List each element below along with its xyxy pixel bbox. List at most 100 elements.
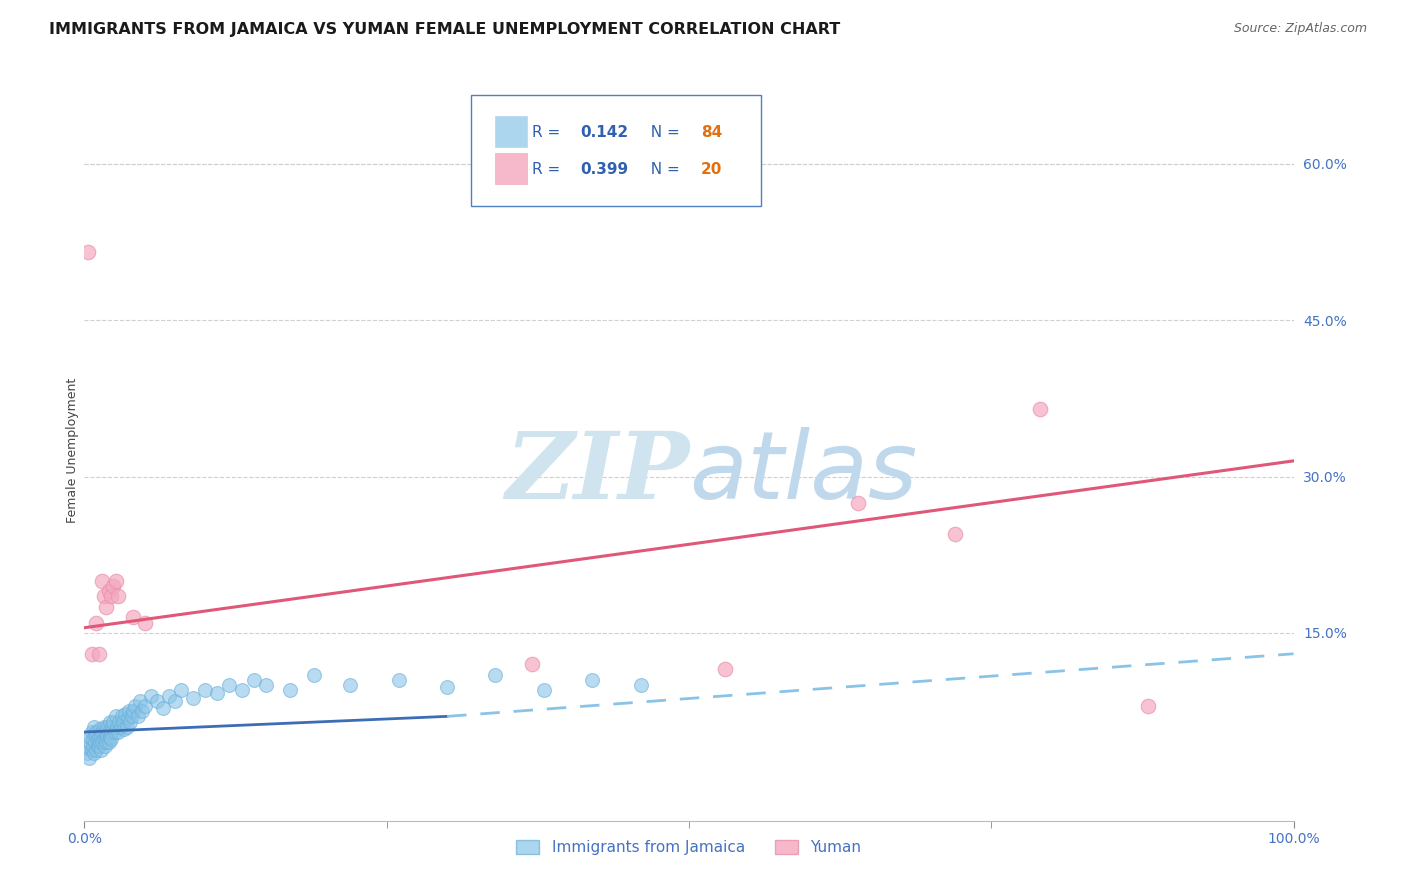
Point — [86, 739, 108, 753]
Point — [117, 711, 139, 725]
Text: R =: R = — [531, 161, 569, 177]
Point — [80, 647, 103, 661]
Point — [98, 730, 121, 744]
Point — [97, 735, 120, 749]
Point — [86, 725, 108, 739]
Point — [77, 245, 100, 260]
Point — [94, 599, 117, 614]
Point — [83, 746, 105, 760]
Point — [484, 667, 506, 681]
Point — [436, 680, 458, 694]
Point — [218, 678, 240, 692]
Point — [101, 720, 124, 734]
Point — [254, 678, 277, 692]
Point — [96, 720, 118, 734]
Point — [86, 732, 108, 747]
Point — [339, 678, 361, 692]
Text: ZIP: ZIP — [505, 427, 689, 517]
Point — [93, 732, 115, 747]
Point — [127, 709, 149, 723]
Point — [115, 720, 138, 734]
Point — [107, 590, 129, 604]
Point — [100, 732, 122, 747]
Point — [152, 701, 174, 715]
Point — [121, 704, 143, 718]
Point — [121, 610, 143, 624]
Point — [89, 735, 111, 749]
Point — [98, 714, 121, 729]
Point — [94, 730, 117, 744]
Point — [89, 722, 111, 736]
Point — [82, 732, 104, 747]
Point — [108, 714, 131, 729]
Point — [520, 657, 543, 672]
Point — [93, 590, 115, 604]
Point — [121, 709, 143, 723]
Point — [1137, 698, 1160, 713]
Point — [84, 728, 107, 742]
Point — [94, 739, 117, 753]
Text: 0.142: 0.142 — [581, 125, 628, 140]
Point — [131, 704, 153, 718]
Point — [278, 683, 301, 698]
Text: N =: N = — [641, 161, 689, 177]
Point — [86, 743, 108, 757]
Text: 0.399: 0.399 — [581, 161, 628, 177]
Point — [94, 735, 117, 749]
Point — [91, 725, 114, 739]
Point — [83, 720, 105, 734]
Point — [630, 678, 652, 692]
Point — [79, 730, 101, 744]
Point — [87, 647, 110, 661]
Point — [79, 735, 101, 749]
Point — [120, 714, 142, 729]
Y-axis label: Female Unemployment: Female Unemployment — [66, 378, 79, 523]
Point — [97, 584, 120, 599]
Point — [134, 615, 156, 630]
Legend: Immigrants from Jamaica, Yuman: Immigrants from Jamaica, Yuman — [510, 834, 868, 861]
Point — [943, 527, 966, 541]
Point — [581, 673, 603, 687]
Point — [112, 714, 135, 729]
Point — [87, 730, 110, 744]
Text: N =: N = — [641, 125, 689, 140]
Point — [80, 725, 103, 739]
Point — [94, 725, 117, 739]
Point — [139, 689, 162, 703]
Point — [77, 740, 100, 755]
Point — [96, 728, 118, 742]
Point — [100, 725, 122, 739]
Point — [80, 743, 103, 757]
Point — [207, 686, 229, 700]
Point — [302, 667, 325, 681]
Point — [97, 725, 120, 739]
Point — [90, 730, 112, 744]
Point — [82, 739, 104, 753]
Point — [157, 689, 180, 703]
Text: R =: R = — [531, 125, 569, 140]
Point — [90, 743, 112, 757]
Text: 84: 84 — [702, 125, 723, 140]
Point — [231, 683, 253, 698]
Point — [87, 739, 110, 753]
FancyBboxPatch shape — [471, 95, 762, 206]
Point — [104, 725, 127, 739]
Point — [165, 694, 187, 708]
Point — [91, 735, 114, 749]
Point — [110, 720, 132, 734]
Point — [170, 683, 193, 698]
Point — [93, 720, 115, 734]
Point — [105, 720, 128, 734]
Point — [194, 683, 217, 698]
Text: 20: 20 — [702, 161, 723, 177]
Text: atlas: atlas — [689, 427, 917, 518]
Point — [1028, 401, 1050, 416]
Point — [114, 707, 136, 722]
Point — [118, 704, 141, 718]
Point — [76, 746, 98, 760]
Point — [77, 751, 100, 765]
Point — [533, 683, 555, 698]
FancyBboxPatch shape — [495, 116, 527, 147]
Point — [714, 662, 737, 676]
Point — [846, 495, 869, 509]
